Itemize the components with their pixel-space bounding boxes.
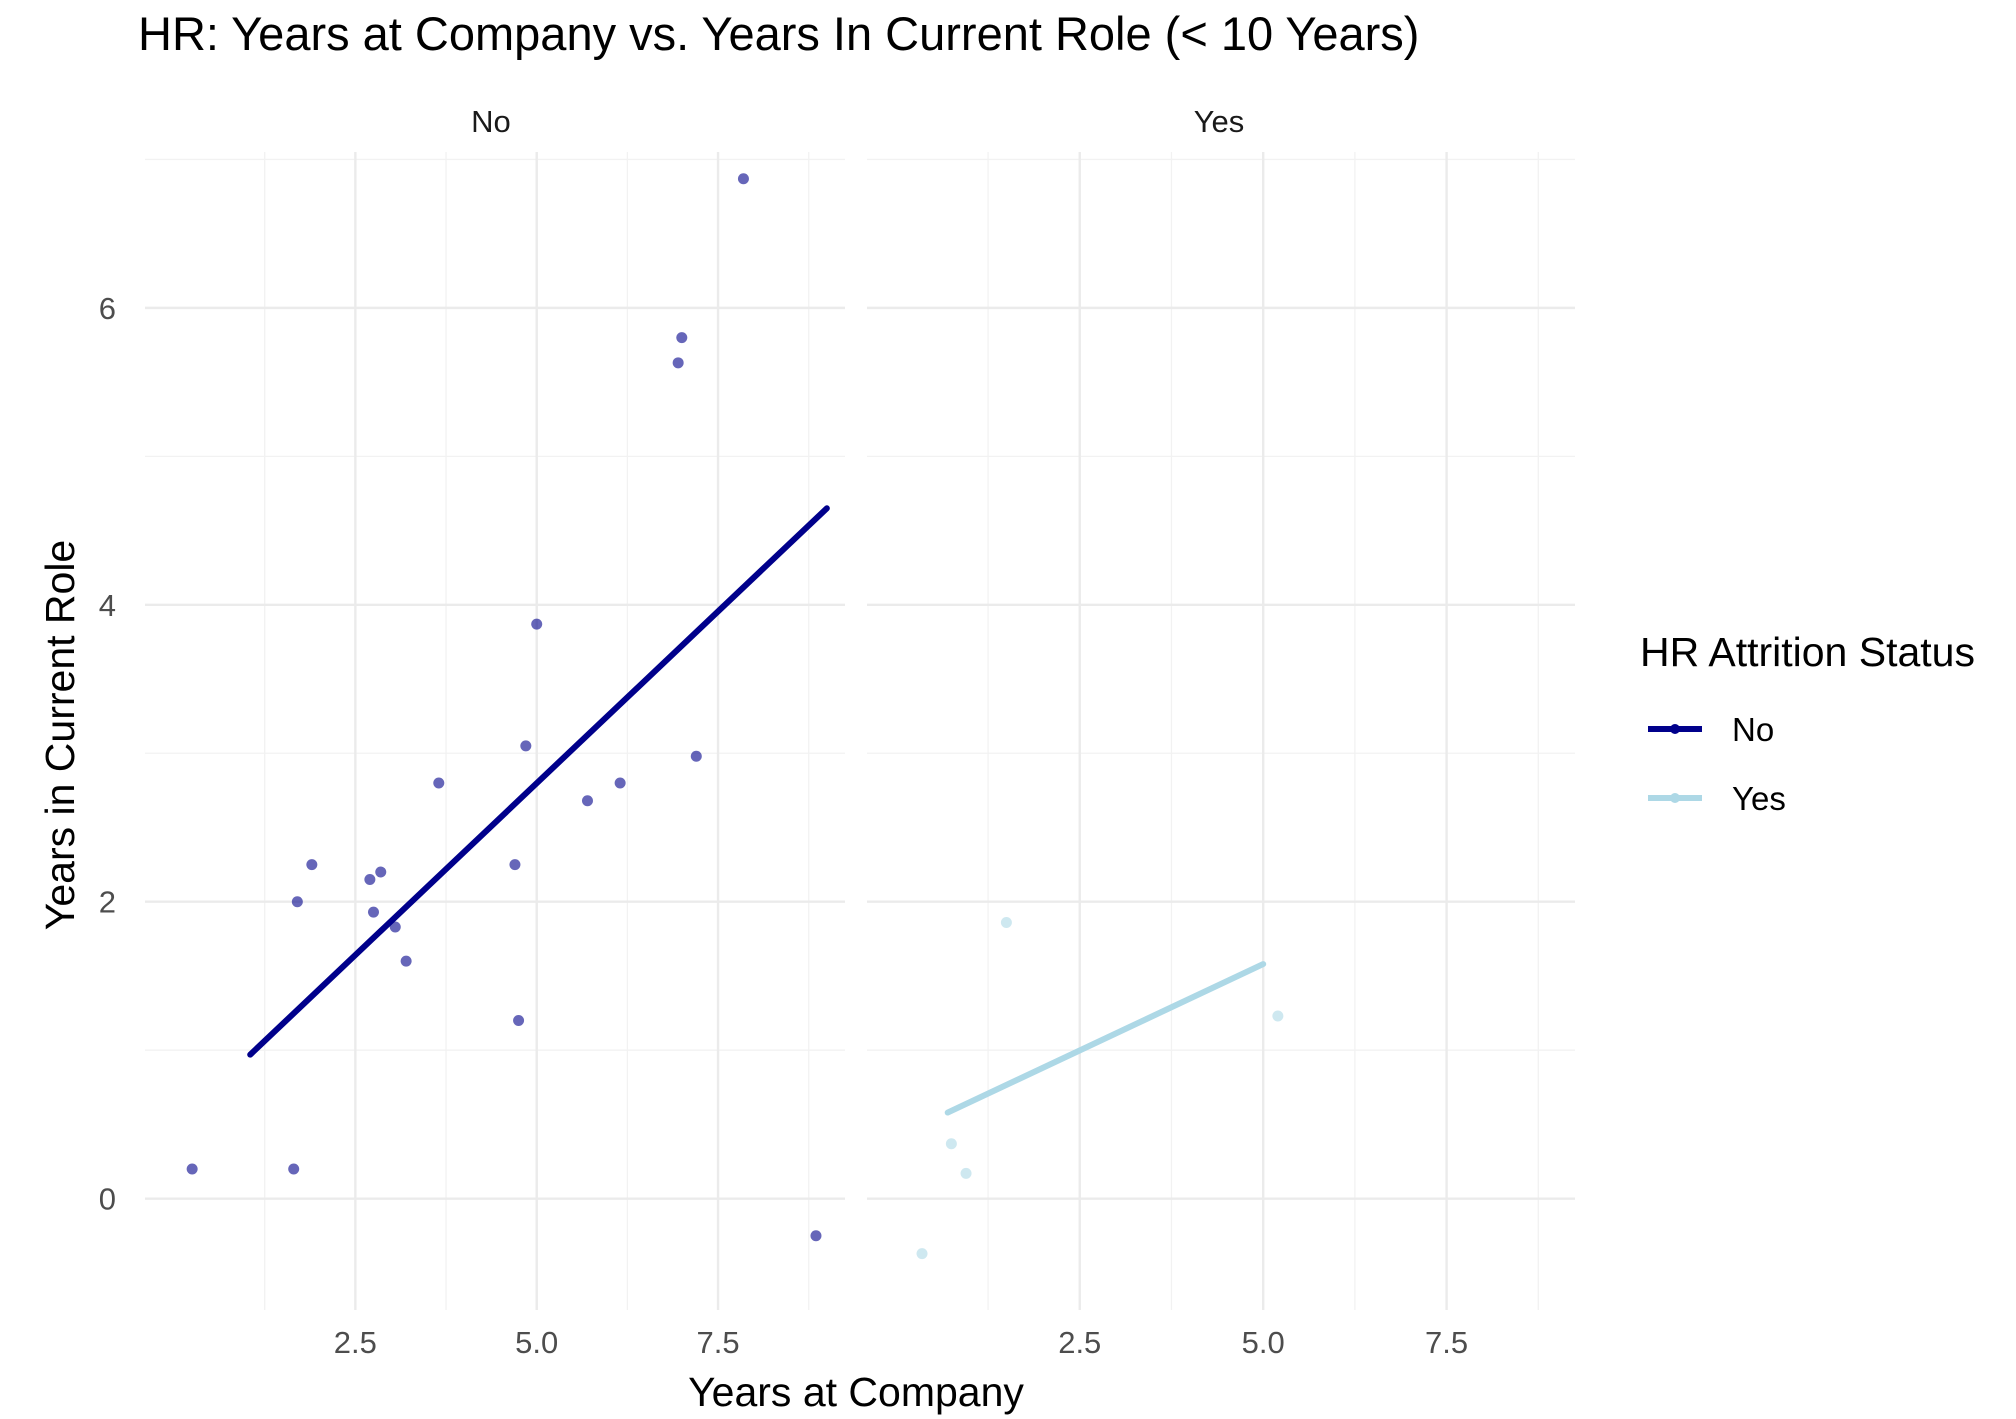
- data-point-no: [737, 173, 749, 185]
- trend-line-yes: [944, 961, 1267, 1116]
- data-point-no: [364, 873, 376, 885]
- y-tick-label: 0: [99, 1182, 116, 1217]
- x-axis-ticks: 2.5 5.0 7.5 2.5 5.0 7.5: [334, 1325, 1468, 1360]
- data-point-no: [690, 750, 702, 762]
- data-point-yes: [916, 1248, 928, 1260]
- x-axis-label: Years at Company: [688, 1369, 1024, 1415]
- x-tick-label: 5.0: [515, 1325, 558, 1360]
- y-tick-label: 6: [99, 291, 116, 326]
- data-point-yes: [1272, 1010, 1284, 1022]
- data-point-no: [306, 859, 318, 871]
- data-point-no: [433, 777, 445, 789]
- data-point-no: [676, 332, 688, 344]
- data-point-no: [400, 955, 412, 967]
- data-point-no: [531, 618, 543, 630]
- y-axis-label: Years in Current Role: [37, 540, 83, 930]
- x-tick-label: 7.5: [697, 1325, 740, 1360]
- data-point-no: [672, 357, 684, 369]
- data-point-no: [614, 777, 626, 789]
- data-point-no: [581, 795, 593, 807]
- legend-title: HR Attrition Status: [1640, 629, 1975, 675]
- data-point-no: [288, 1163, 300, 1175]
- legend-label-yes: Yes: [1732, 780, 1786, 817]
- facet-strip-yes: Yes: [1194, 104, 1245, 139]
- data-point-no: [367, 906, 379, 918]
- facet-strip-no: No: [471, 104, 511, 139]
- x-tick-label: 2.5: [334, 1325, 377, 1360]
- legend-key-yes-point: [1670, 793, 1680, 803]
- facet-panel-yes: [867, 152, 1575, 1310]
- data-point-yes: [945, 1138, 957, 1150]
- data-point-no: [186, 1163, 198, 1175]
- x-tick-label: 5.0: [1242, 1325, 1285, 1360]
- y-axis-ticks: 0 2 4 6: [99, 291, 116, 1217]
- data-point-yes: [1000, 917, 1012, 929]
- legend-label-no: No: [1732, 711, 1774, 748]
- legend: HR Attrition Status No Yes: [1640, 629, 1975, 817]
- data-point-no: [389, 921, 401, 933]
- data-point-no: [375, 866, 387, 878]
- x-tick-label: 7.5: [1425, 1325, 1468, 1360]
- data-point-no: [513, 1015, 525, 1026]
- chart-title: HR: Years at Company vs. Years In Curren…: [138, 7, 1419, 60]
- data-point-yes: [960, 1167, 972, 1179]
- data-point-no: [520, 740, 532, 752]
- data-point-no: [509, 859, 521, 871]
- legend-key-no-point: [1670, 724, 1680, 734]
- y-tick-label: 2: [99, 885, 116, 920]
- x-tick-label: 2.5: [1058, 1325, 1101, 1360]
- facet-panel-no: [145, 152, 845, 1310]
- y-tick-label: 4: [99, 588, 116, 623]
- data-point-no: [810, 1230, 822, 1242]
- trend-line-no: [247, 505, 830, 1058]
- data-point-no: [291, 896, 303, 908]
